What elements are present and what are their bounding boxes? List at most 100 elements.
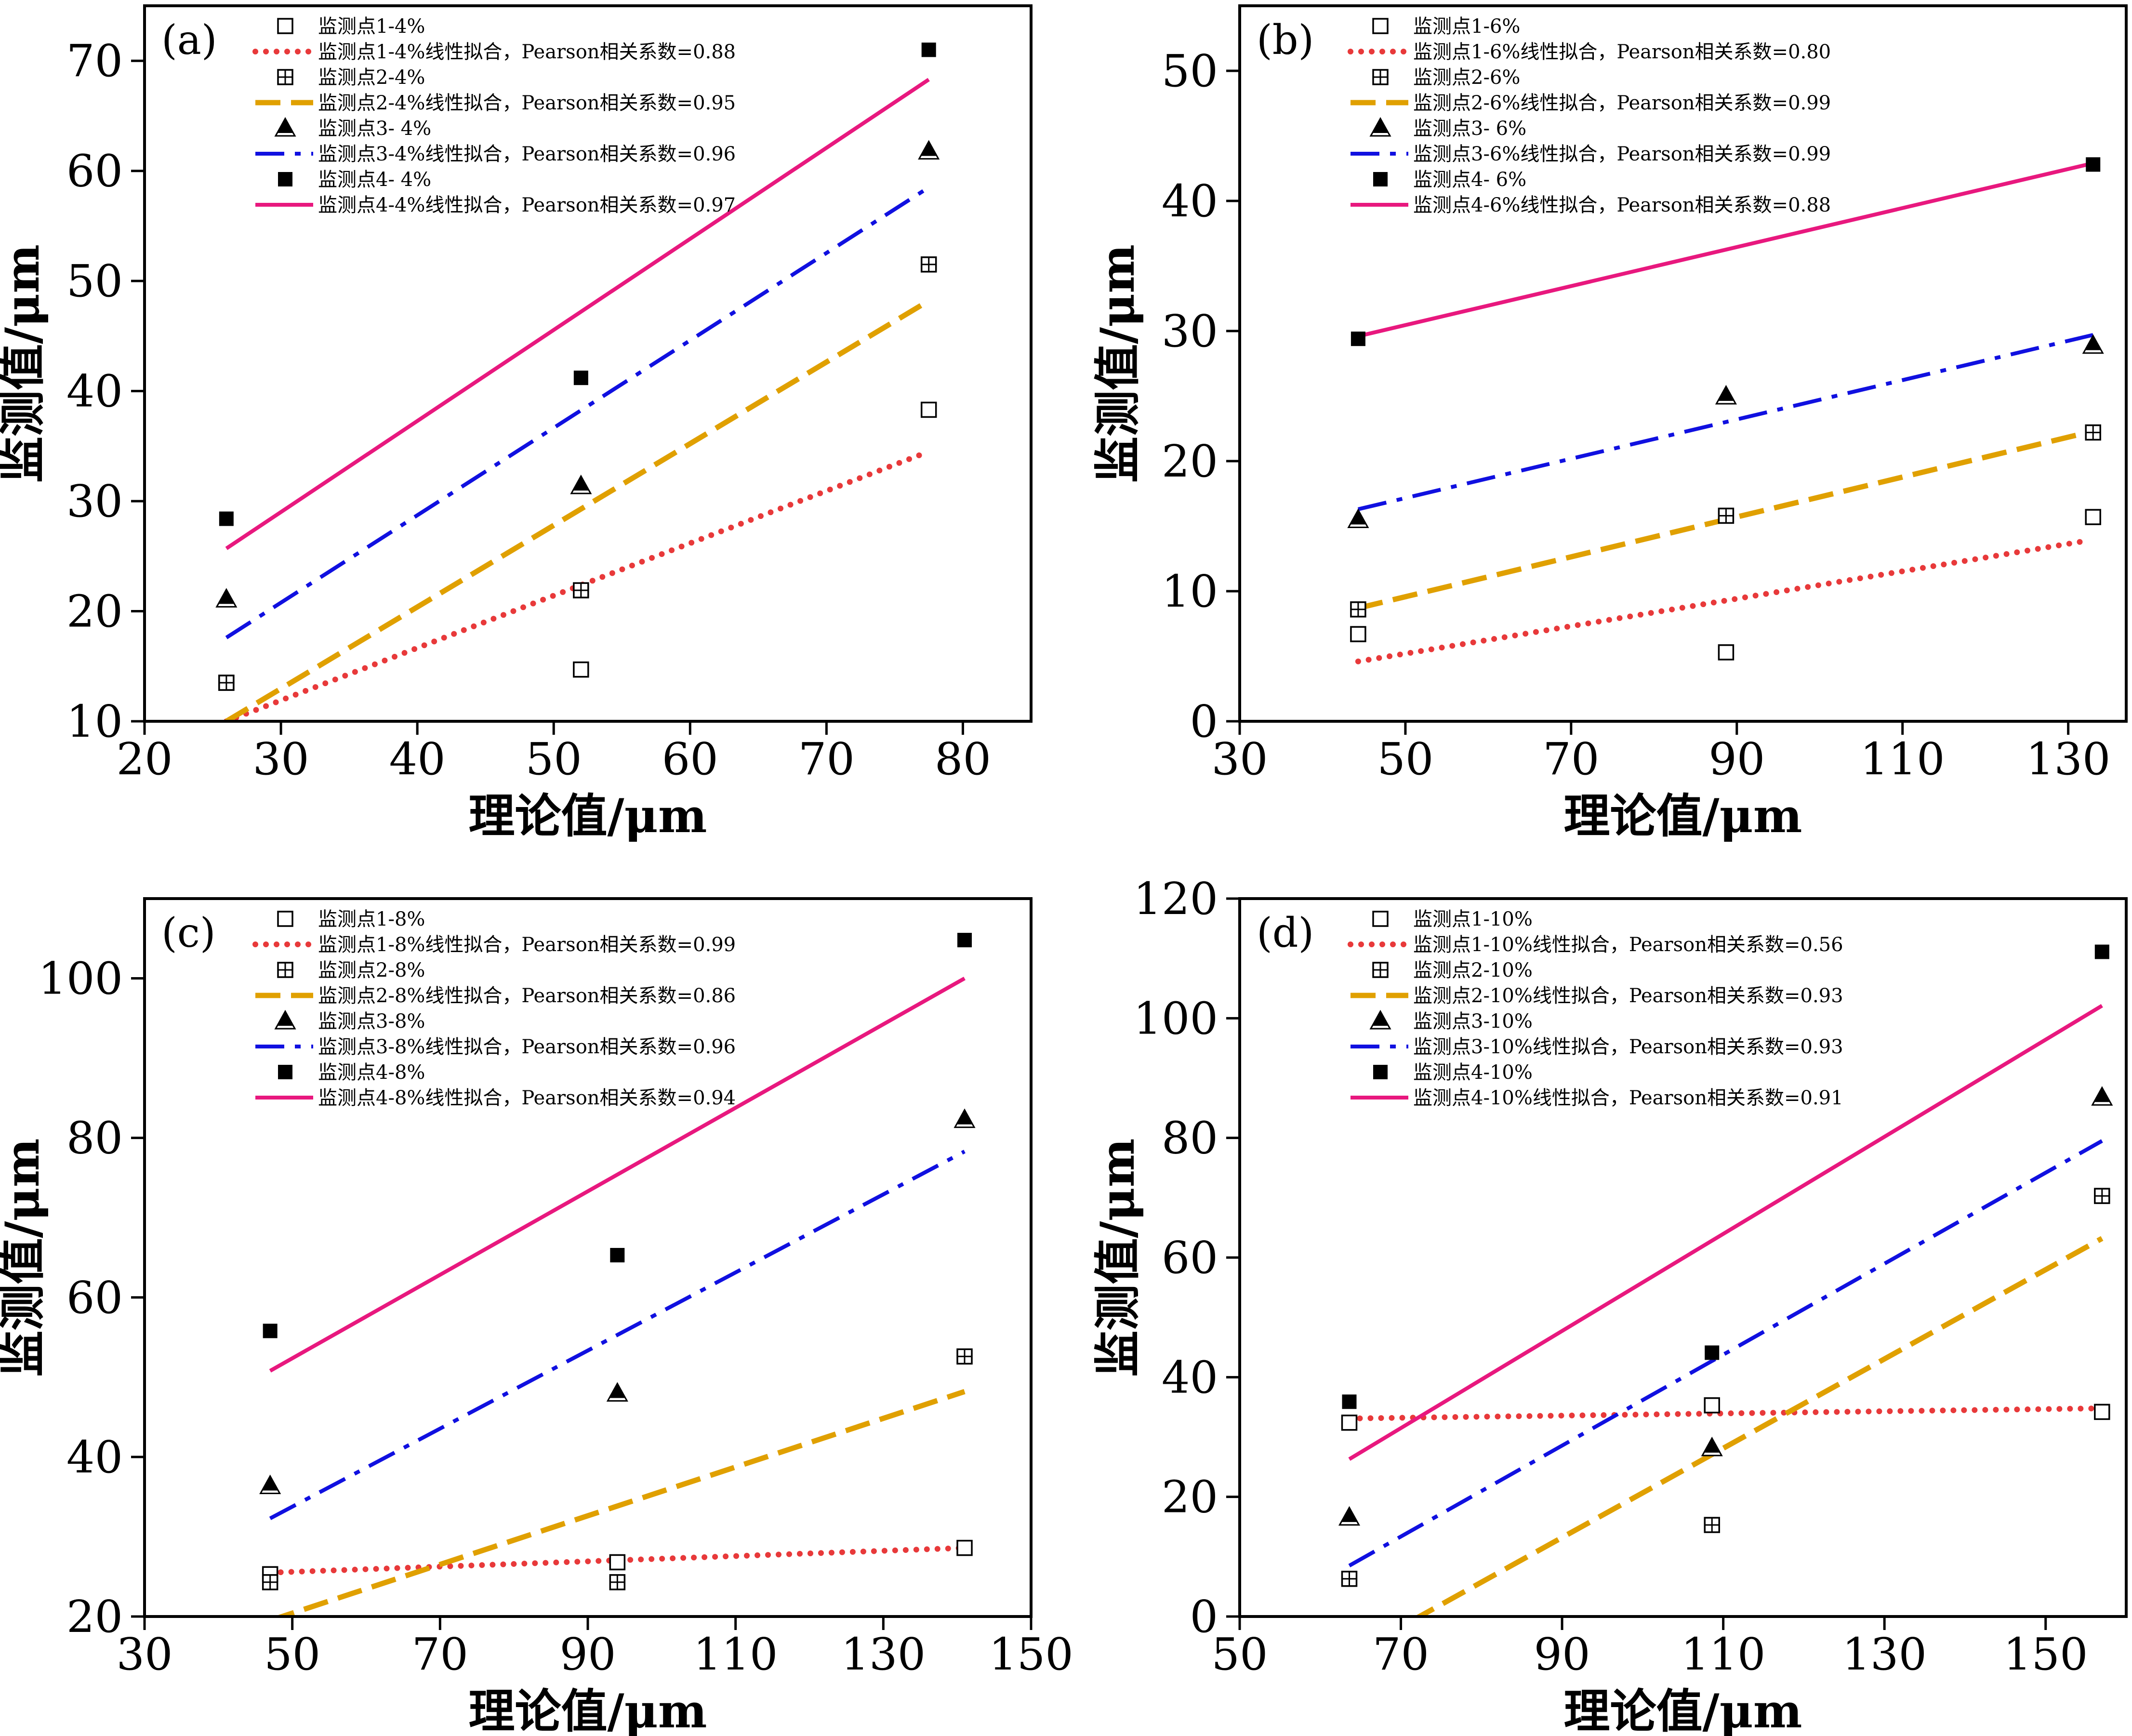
data-point-grid-square — [277, 69, 293, 85]
legend-label: 监测点2-10% — [1413, 959, 1533, 981]
legend-label: 监测点3-4%线性拟合，Pearson相关系数=0.96 — [318, 143, 736, 165]
data-point-grid-square — [277, 962, 293, 978]
y-tick-label: 30 — [66, 476, 123, 527]
data-point-grid-square — [573, 582, 589, 598]
legend: 监测点1-8% 监测点1-8%线性拟合，Pearson相关系数=0.99 监测点2-… — [252, 908, 736, 1109]
fit-line-dashed — [274, 1389, 966, 1617]
data-point-filled-square — [1705, 1345, 1720, 1360]
legend-label: 监测点4- 4% — [318, 169, 431, 191]
fit-line-dashdot — [225, 186, 930, 639]
legend-label: 监测点4-10% — [1413, 1061, 1533, 1084]
x-tick-label: 60 — [662, 733, 718, 785]
legend-label: 监测点1-4%线性拟合，Pearson相关系数=0.88 — [318, 41, 736, 63]
x-tick-label: 90 — [1534, 1629, 1590, 1680]
y-tick-label: 80 — [66, 1113, 123, 1164]
data-point-filled-square — [263, 1324, 278, 1338]
panel-label: (b) — [1257, 16, 1314, 64]
x-axis-title: 理论值/μm — [469, 1684, 707, 1736]
x-tick-label: 30 — [1211, 733, 1268, 785]
plot-frame — [1238, 897, 2128, 1618]
legend-label: 监测点1-6% — [1413, 15, 1520, 38]
legend-label: 监测点4-4%线性拟合，Pearson相关系数=0.97 — [318, 194, 736, 216]
data-point-open-square — [277, 911, 293, 927]
legend-label: 监测点1-10%线性拟合，Pearson相关系数=0.56 — [1413, 934, 1843, 956]
chart-panel-c: 30 50 70 90 110 130 150 20 40 60 80 100 理论值/μm 监测值/μm… — [0, 897, 1073, 1736]
y-tick-label: 40 — [1162, 1352, 1218, 1403]
x-tick-label: 110 — [1681, 1629, 1766, 1680]
data-point-filled-square — [1373, 1065, 1388, 1079]
legend-label: 监测点1-4% — [318, 15, 425, 38]
data-point-open-square — [1704, 1397, 1720, 1414]
data-point-open-square — [1718, 644, 1735, 661]
data-point-grid-square — [2094, 1188, 2110, 1204]
data-point-filled-square — [278, 172, 292, 186]
data-point-open-square — [609, 1554, 626, 1571]
panel-label: (a) — [161, 16, 217, 64]
legend-label: 监测点3- 6% — [1413, 118, 1526, 140]
y-tick-label: 60 — [66, 146, 123, 197]
x-tick-label: 70 — [1543, 733, 1599, 785]
x-tick-label: 50 — [264, 1629, 320, 1680]
data-point-grid-square — [1350, 601, 1366, 618]
data-point-filled-square — [1373, 172, 1388, 186]
x-tick-label: 20 — [116, 733, 172, 785]
legend-label: 监测点3-8%线性拟合，Pearson相关系数=0.96 — [318, 1036, 736, 1058]
y-tick-label: 50 — [1162, 45, 1218, 97]
fit-line-solid — [1357, 161, 2094, 338]
data-point-open-square — [2094, 1404, 2110, 1420]
plot-frame — [1238, 4, 2128, 723]
x-tick-label: 50 — [1211, 1629, 1268, 1680]
x-tick-label: 50 — [1377, 733, 1433, 785]
legend-label: 监测点4-8% — [318, 1061, 425, 1084]
data-point-triangle — [274, 1009, 296, 1030]
y-tick-label: 20 — [66, 586, 123, 637]
legend-label: 监测点3-10%线性拟合，Pearson相关系数=0.93 — [1413, 1036, 1843, 1058]
data-point-triangle — [1338, 1506, 1361, 1526]
data-point-grid-square — [1718, 507, 1735, 524]
fit-lines — [1355, 161, 2094, 664]
x-tick-label: 90 — [1708, 733, 1765, 785]
y-tick-label: 20 — [1162, 436, 1218, 487]
legend-label: 监测点1-8% — [318, 908, 425, 930]
y-axis-title: 监测值/μm — [1090, 1139, 1145, 1377]
legend: 监测点1-4% 监测点1-4%线性拟合，Pearson相关系数=0.88 监测点2-… — [252, 15, 736, 216]
fit-line-dashdot — [1357, 333, 2094, 511]
legend-label: 监测点1-8%线性拟合，Pearson相关系数=0.99 — [318, 934, 736, 956]
data-point-grid-square — [2085, 424, 2101, 441]
data-point-filled-square — [610, 1248, 625, 1263]
y-tick-label: 100 — [1133, 993, 1218, 1044]
x-tick-label: 70 — [412, 1629, 468, 1680]
fit-line-solid — [269, 977, 966, 1373]
data-point-triangle — [2082, 334, 2104, 354]
plot-frame — [143, 897, 1033, 1618]
data-point-grid-square — [1372, 69, 1389, 85]
panel-label: (d) — [1257, 909, 1314, 956]
fit-line-dotted — [1355, 539, 2084, 664]
data-points — [1347, 157, 2104, 661]
data-point-triangle — [259, 1474, 281, 1494]
y-tick-label: 80 — [1162, 1113, 1218, 1164]
x-tick-label: 130 — [1842, 1629, 1927, 1680]
data-point-open-square — [2085, 509, 2101, 525]
legend-label: 监测点2-6%线性拟合，Pearson相关系数=0.99 — [1413, 92, 1831, 114]
data-point-filled-square — [573, 371, 588, 385]
fit-lines — [1346, 1004, 2105, 1617]
data-point-triangle — [918, 140, 940, 160]
x-tick-label: 50 — [526, 733, 582, 785]
data-point-open-square — [1372, 911, 1389, 927]
data-point-open-square — [573, 661, 589, 678]
y-tick-label: 20 — [66, 1591, 123, 1643]
data-point-open-square — [1372, 18, 1389, 34]
data-point-triangle — [1701, 1436, 1723, 1457]
legend-label: 监测点1-6%线性拟合，Pearson相关系数=0.80 — [1413, 41, 1831, 63]
y-axis-title: 监测值/μm — [1090, 244, 1145, 483]
legend-label: 监测点2-4%线性拟合，Pearson相关系数=0.95 — [318, 92, 736, 114]
data-points — [215, 42, 940, 691]
data-point-filled-square — [2086, 157, 2101, 172]
fit-line-dashdot — [1348, 1139, 2103, 1567]
legend-label: 监测点2-10%线性拟合，Pearson相关系数=0.93 — [1413, 985, 1843, 1007]
data-point-triangle — [953, 1108, 976, 1128]
data-point-triangle — [2091, 1086, 2113, 1106]
data-point-open-square — [277, 18, 293, 34]
legend: 监测点1-10% 监测点1-10%线性拟合，Pearson相关系数=0.56 监测点… — [1348, 908, 1843, 1109]
